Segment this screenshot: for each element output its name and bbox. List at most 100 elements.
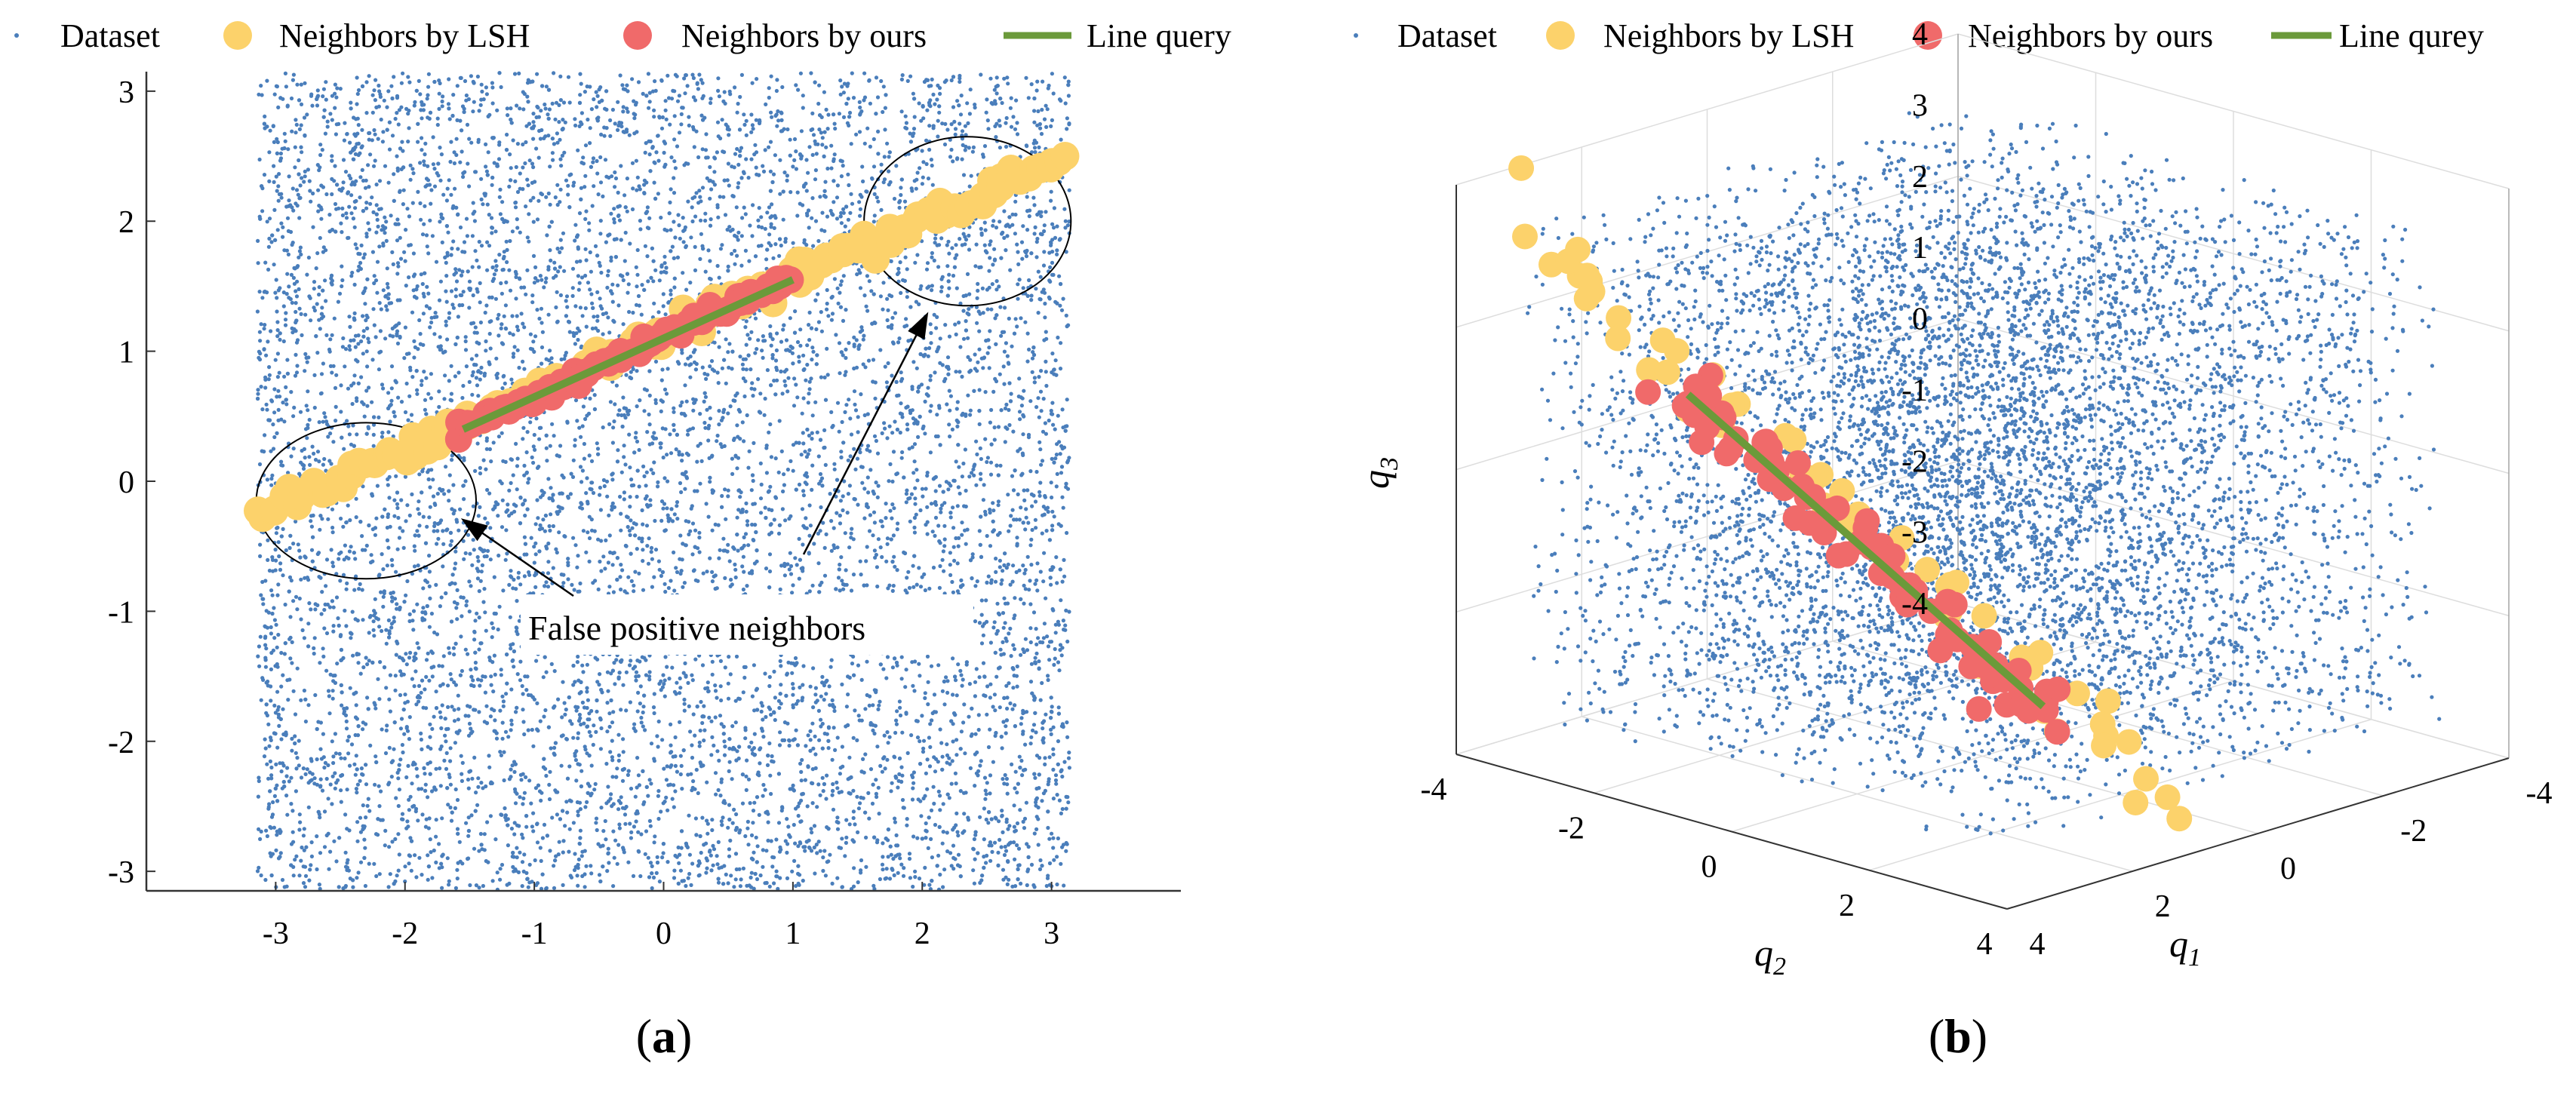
dataset-point — [644, 494, 649, 499]
dataset-point — [1011, 563, 1016, 568]
dataset-point — [639, 312, 644, 317]
dataset-point — [371, 619, 376, 624]
dataset-point — [816, 561, 821, 566]
dataset-point — [900, 773, 905, 778]
dataset-point — [399, 717, 404, 721]
dataset-point — [726, 696, 731, 701]
dataset-point — [638, 684, 643, 689]
dataset-point — [761, 169, 767, 173]
dataset-point — [521, 720, 526, 724]
dataset-point — [595, 827, 599, 833]
dataset-point — [462, 497, 466, 502]
dataset-point — [327, 605, 332, 609]
dataset-point — [767, 95, 771, 100]
dataset-point — [799, 453, 804, 457]
dataset-point — [719, 698, 724, 703]
dataset-point — [978, 763, 982, 768]
dataset-point — [774, 837, 779, 842]
dataset-point — [313, 457, 318, 462]
dataset-point — [856, 880, 860, 885]
dataset-point — [330, 94, 334, 98]
dataset-point — [533, 447, 537, 453]
dataset-point — [343, 364, 347, 369]
dataset-point — [779, 702, 783, 706]
dataset-point — [992, 620, 997, 625]
dataset-point — [272, 387, 277, 391]
dataset-point — [340, 345, 345, 349]
dataset-point — [325, 124, 330, 129]
dataset-point — [406, 418, 410, 422]
dataset-point — [687, 852, 693, 857]
dataset-point — [740, 420, 745, 425]
dataset-point — [896, 870, 900, 875]
dataset-point — [905, 78, 910, 83]
dataset-point — [469, 813, 474, 818]
dataset-point — [1034, 240, 1039, 244]
dataset-point — [516, 576, 521, 580]
dataset-point — [816, 101, 821, 106]
dataset-point — [485, 202, 490, 207]
dataset-point — [441, 682, 445, 686]
dataset-point — [989, 407, 994, 413]
dataset-point — [278, 337, 282, 342]
dataset-point — [259, 84, 263, 88]
dataset-point — [752, 441, 756, 446]
dataset-point — [576, 245, 580, 250]
dataset-point — [274, 84, 278, 88]
dataset-point — [278, 395, 282, 399]
dataset-point — [376, 137, 380, 141]
dataset-point — [267, 236, 272, 241]
dataset-point — [299, 123, 303, 127]
dataset-point — [1023, 527, 1028, 532]
dataset-point — [546, 191, 551, 196]
dataset-point — [740, 216, 745, 220]
dataset-point — [1047, 755, 1052, 760]
dataset-point — [363, 846, 367, 850]
dataset-point — [380, 140, 385, 144]
dataset-point — [642, 178, 647, 183]
dataset-point — [1042, 117, 1047, 121]
dataset-point — [522, 574, 527, 579]
dataset-point — [474, 883, 479, 888]
dataset-point — [719, 777, 724, 781]
dataset-point — [982, 220, 987, 225]
dataset-point — [865, 659, 869, 664]
dataset-point — [1038, 698, 1043, 702]
dataset-point — [554, 854, 558, 858]
dataset-point — [1042, 512, 1047, 517]
dataset-point — [527, 477, 531, 481]
dataset-point — [726, 350, 730, 355]
dataset-point — [626, 860, 631, 864]
dataset-point — [1051, 226, 1056, 230]
dataset-point — [1059, 341, 1063, 345]
dataset-point — [1019, 316, 1023, 321]
dataset-point — [1027, 588, 1031, 592]
dataset-point — [1049, 198, 1053, 203]
dataset-point — [983, 437, 988, 441]
dataset-point — [958, 491, 962, 496]
dataset-point — [679, 846, 684, 850]
dataset-point — [280, 877, 285, 883]
dataset-point — [383, 751, 389, 756]
dataset-point — [562, 269, 567, 273]
dataset-point — [790, 351, 795, 355]
dataset-point — [595, 158, 599, 164]
dataset-point — [885, 318, 890, 323]
dataset-point — [331, 629, 336, 634]
dataset-point — [626, 515, 630, 520]
dataset-point — [739, 72, 745, 77]
dataset-point — [610, 563, 615, 567]
dataset-point — [807, 448, 812, 453]
dataset-point — [616, 843, 621, 847]
dataset-point — [365, 803, 370, 808]
dataset-point — [652, 180, 656, 185]
dataset-point — [749, 870, 754, 875]
dataset-point — [309, 863, 313, 867]
dataset-point — [275, 189, 279, 193]
dataset-point — [408, 177, 413, 182]
dataset-point — [499, 668, 503, 672]
dataset-point — [331, 440, 336, 444]
dataset-point — [1044, 883, 1049, 889]
dataset-point — [678, 533, 683, 538]
dataset-point — [930, 288, 934, 293]
